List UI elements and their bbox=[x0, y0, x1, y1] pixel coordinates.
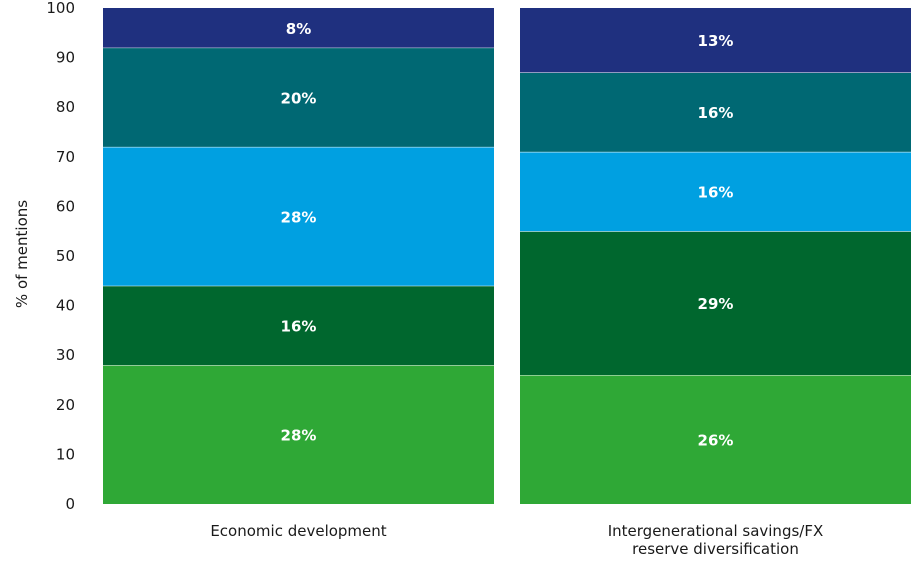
bar-segment bbox=[520, 375, 911, 504]
y-tick-label: 20 bbox=[56, 396, 75, 414]
y-tick-label: 40 bbox=[56, 297, 75, 315]
y-tick-label: 90 bbox=[56, 49, 75, 67]
bar-segment bbox=[520, 72, 911, 152]
bar-segment bbox=[520, 231, 911, 376]
data-label: 16% bbox=[281, 317, 317, 335]
y-tick-label: 80 bbox=[56, 98, 75, 116]
y-tick-label: 0 bbox=[65, 495, 75, 513]
data-label: 28% bbox=[281, 427, 317, 445]
bar-segment bbox=[103, 146, 494, 286]
bar-stack: 28% 16% 28% 20% 8% bbox=[103, 8, 494, 504]
y-tick-label: 70 bbox=[56, 148, 75, 166]
bars: 28% 16% 28% 20% 8% 26% 29% 16% 16% 13% bbox=[103, 8, 911, 504]
data-label: 16% bbox=[698, 184, 734, 202]
data-label: 28% bbox=[281, 208, 317, 226]
y-tick-label: 50 bbox=[56, 247, 75, 265]
y-tick-label: 60 bbox=[56, 197, 75, 215]
category-labels: Economic development Intergenerational sa… bbox=[210, 522, 823, 558]
data-label: 13% bbox=[698, 32, 734, 50]
data-label: 26% bbox=[698, 432, 734, 450]
x-category-label: Economic development bbox=[210, 522, 386, 540]
x-category-label: Intergenerational savings/FX bbox=[608, 522, 824, 540]
bar-stack: 26% 29% 16% 16% 13% bbox=[520, 8, 911, 504]
bar-segment bbox=[103, 47, 494, 147]
bar-segment bbox=[103, 8, 494, 48]
bar-segment bbox=[520, 8, 911, 73]
data-label: 20% bbox=[281, 89, 317, 107]
bar-segment bbox=[103, 365, 494, 504]
y-tick-label: 30 bbox=[56, 346, 75, 364]
y-tick-label: 100 bbox=[46, 0, 75, 17]
bar-segment bbox=[520, 151, 911, 232]
y-axis-title: % of mentions bbox=[13, 200, 31, 308]
y-tick-label: 10 bbox=[56, 445, 75, 463]
data-label: 8% bbox=[286, 20, 311, 38]
bar-segment bbox=[103, 285, 494, 366]
y-axis-ticks: 0 10 20 30 40 50 60 70 80 90 100 bbox=[46, 0, 75, 513]
x-category-label: reserve diversification bbox=[632, 540, 799, 558]
data-label: 16% bbox=[698, 104, 734, 122]
data-label: 29% bbox=[698, 295, 734, 313]
